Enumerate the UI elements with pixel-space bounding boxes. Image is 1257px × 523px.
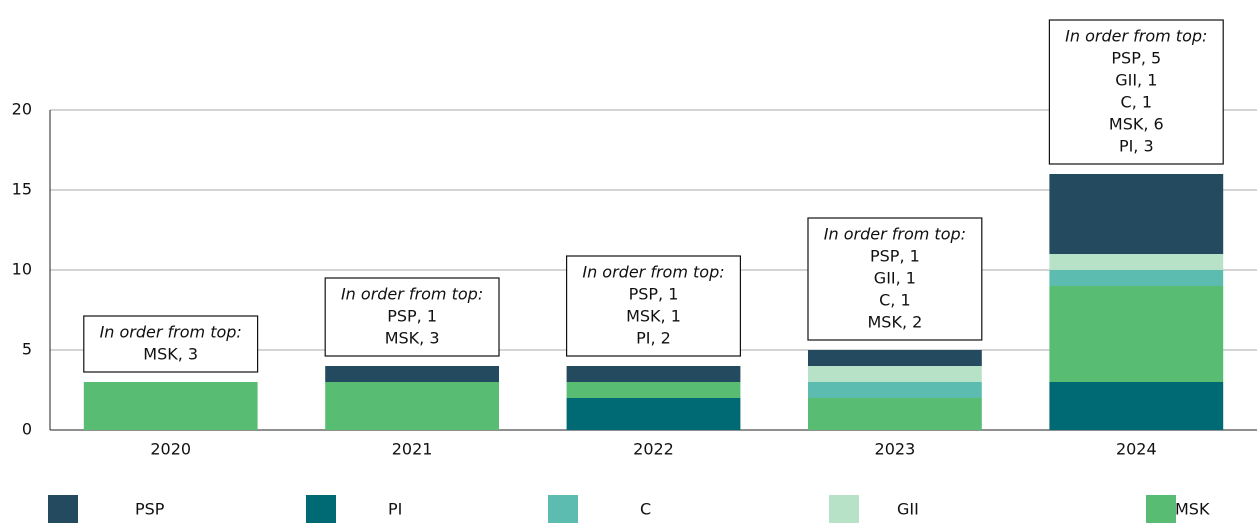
y-tick-label: 20: [12, 100, 32, 119]
bar-segment: [1049, 286, 1224, 382]
bar-segment: [807, 398, 982, 430]
annotation-line: MSK, 6: [1109, 115, 1164, 134]
annotation-line: PSP, 5: [1111, 49, 1161, 68]
legend-label: MSK: [1175, 500, 1210, 519]
annotation-heading: In order from top:: [1065, 27, 1207, 46]
annotation-box: [83, 315, 259, 373]
x-tick-label: 2023: [875, 440, 916, 459]
legend-swatch: [48, 495, 78, 523]
annotation-box: [807, 217, 983, 341]
bar-segment: [83, 382, 258, 430]
legend-label: PI: [388, 500, 402, 519]
annotation-line: PI, 3: [1119, 137, 1154, 156]
annotation-heading: In order from top:: [824, 225, 966, 244]
bar-segment: [566, 366, 741, 382]
bar-segment: [566, 382, 741, 398]
x-tick-label: 2024: [1116, 440, 1157, 459]
y-tick-label: 15: [12, 180, 32, 199]
legend-swatch: [1146, 495, 1176, 523]
bar-segment: [807, 382, 982, 398]
annotation-box: [1048, 19, 1224, 165]
annotation-line: C, 1: [1121, 93, 1153, 112]
bar-segment: [1049, 254, 1224, 270]
annotation-line: C, 1: [879, 291, 911, 310]
bar-segment: [566, 398, 741, 430]
annotation-heading: In order from top:: [341, 285, 483, 304]
x-tick-label: 2022: [633, 440, 674, 459]
annotation-line: GII, 1: [874, 269, 916, 288]
bar-segment: [325, 366, 500, 382]
bar-segment: [807, 366, 982, 382]
annotation-line: PI, 2: [636, 329, 671, 348]
annotation-line: PSP, 1: [387, 307, 437, 326]
y-tick-label: 10: [12, 260, 32, 279]
x-tick-label: 2020: [150, 440, 191, 459]
bar-segment: [325, 382, 500, 430]
annotation-heading: In order from top:: [582, 263, 724, 282]
legend-swatch: [306, 495, 336, 523]
annotation-box: [324, 277, 500, 357]
annotation-line: MSK, 1: [626, 307, 681, 326]
annotation-line: MSK, 2: [867, 313, 922, 332]
legend-label: GII: [897, 500, 919, 519]
y-tick-label: 0: [22, 420, 32, 439]
bar-segment: [1049, 174, 1224, 254]
annotation-line: GII, 1: [1115, 71, 1157, 90]
legend-label: PSP: [135, 500, 165, 519]
annotation-line: PSP, 1: [870, 247, 920, 266]
annotation-heading: In order from top:: [100, 323, 242, 342]
y-tick-label: 5: [22, 340, 32, 359]
annotation-line: MSK, 3: [143, 345, 198, 364]
annotation-line: PSP, 1: [629, 285, 679, 304]
annotation-line: MSK, 3: [385, 329, 440, 348]
legend-label: C: [640, 500, 651, 519]
legend-swatch: [548, 495, 578, 523]
bar-segment: [1049, 382, 1224, 430]
legend-swatch: [829, 495, 859, 523]
x-tick-label: 2021: [392, 440, 433, 459]
bar-segment: [807, 350, 982, 366]
bar-segment: [1049, 270, 1224, 286]
annotation-box: [565, 255, 742, 357]
